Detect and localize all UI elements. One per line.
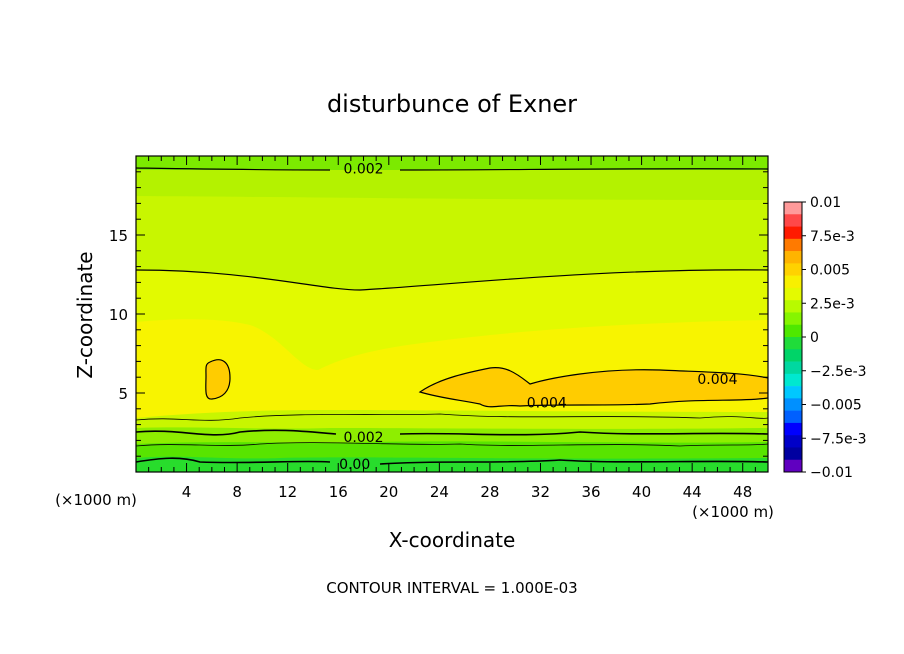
colorbar-swatch — [784, 386, 802, 399]
colorbar-label: −0.01 — [810, 465, 853, 481]
x-unit-right: (×1000 m) — [692, 503, 774, 521]
x-tick-label: 44 — [683, 483, 702, 501]
contour-label: 0.004 — [697, 372, 737, 388]
colorbar-swatch — [784, 202, 802, 215]
x-unit-left: (×1000 m) — [55, 491, 137, 509]
colorbar-label: 7.5e-3 — [810, 229, 855, 245]
colorbar-swatch — [784, 337, 802, 350]
contour-label: 0.002 — [343, 162, 383, 178]
contour-line — [136, 429, 768, 436]
colorbar-label: −2.5e-3 — [810, 364, 867, 380]
colorbar-swatch — [784, 349, 802, 362]
y-axis: 5 10 15 — [109, 171, 768, 457]
colorbar-label: −0.005 — [810, 398, 862, 414]
colorbar-label: 2.5e-3 — [810, 296, 855, 312]
colorbar-label: −7.5e-3 — [810, 431, 867, 447]
x-tick-label: 48 — [733, 483, 752, 501]
colorbar-swatch — [784, 410, 802, 424]
colorbar-swatch — [784, 263, 802, 276]
contour-line — [136, 167, 768, 171]
contour-label: 0.002 — [343, 430, 383, 446]
colorbar-swatch — [784, 214, 802, 227]
contour-label: 0.004 — [527, 395, 567, 411]
x-tick-label: 28 — [480, 483, 499, 501]
chart-title: disturbunce of Exner — [327, 90, 577, 118]
colorbar-swatch — [784, 398, 802, 411]
band-top — [136, 156, 768, 170]
colorbar-swatch — [784, 459, 802, 473]
contour-line — [136, 269, 768, 291]
contour-label: 0.00 — [339, 457, 370, 473]
x-tick-label: 24 — [430, 483, 449, 501]
band-orange-right — [418, 367, 768, 408]
contour-interval-note: CONTOUR INTERVAL = 1.000E-03 — [326, 579, 577, 597]
colorbar-swatch — [784, 324, 802, 338]
colorbar-swatch — [784, 275, 802, 289]
x-tick-label: 16 — [329, 483, 348, 501]
colorbar-swatch — [784, 422, 802, 436]
band-bright-green — [136, 456, 768, 472]
colorbar-swatch — [784, 435, 802, 448]
colorbar-swatch — [784, 287, 802, 301]
colorbar-label: 0 — [810, 330, 819, 346]
y-tick-label: 15 — [109, 227, 128, 245]
x-tick-label: 32 — [531, 483, 550, 501]
y-tick-label: 5 — [118, 385, 128, 403]
x-tick-label: 4 — [182, 483, 192, 501]
contour-line — [136, 413, 768, 421]
contour-labels: 0.002 0.002 0.00 0.004 0.004 — [339, 162, 737, 473]
x-tick-label: 12 — [278, 483, 297, 501]
contour-line — [136, 457, 768, 465]
y-tick-label: 10 — [109, 306, 128, 324]
x-axis: 4 8 12 16 20 24 28 32 36 40 44 48 — [148, 156, 756, 501]
x-tick-label: 20 — [379, 483, 398, 501]
contour-line — [136, 442, 768, 447]
colorbar-label: 0.005 — [810, 263, 850, 279]
colorbar-swatch — [784, 226, 802, 240]
colorbar-swatch — [784, 238, 802, 252]
colorbar-swatch — [784, 312, 802, 326]
x-tick-label: 40 — [632, 483, 651, 501]
y-axis-title: Z-coordinate — [73, 251, 97, 378]
x-tick-label: 8 — [232, 483, 242, 501]
colorbar-swatch — [784, 447, 802, 461]
colorbar-swatch — [784, 300, 802, 313]
colorbar-label: 0.01 — [810, 195, 841, 211]
colorbar-swatch — [784, 361, 802, 375]
colorbar: 0.01 7.5e-3 0.005 2.5e-3 0 −2.5e-3 −0.005 −7.5e… — [783, 195, 867, 481]
colorbar-swatch — [784, 251, 802, 264]
x-tick-label: 36 — [581, 483, 600, 501]
contour-fill — [136, 156, 768, 472]
band-orange-left — [205, 359, 231, 400]
contour-lines — [136, 167, 768, 465]
colorbar-swatch — [784, 373, 802, 387]
x-axis-title: X-coordinate — [389, 528, 516, 552]
